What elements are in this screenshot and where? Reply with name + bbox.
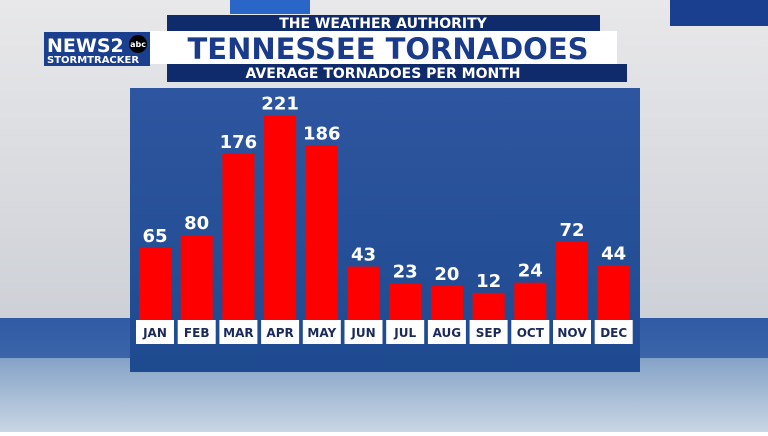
title-box bbox=[150, 31, 617, 64]
header-bar bbox=[167, 15, 600, 32]
x-label-box bbox=[553, 320, 591, 344]
x-tick-label: APR bbox=[266, 326, 293, 340]
x-tick-label: AUG bbox=[433, 326, 462, 340]
logo-network: abc bbox=[130, 40, 146, 49]
x-tick-label: JUL bbox=[393, 326, 416, 340]
bar bbox=[430, 286, 463, 320]
x-tick-label: OCT bbox=[517, 326, 545, 340]
bar bbox=[139, 247, 171, 320]
x-tick-label: SEP bbox=[476, 326, 502, 340]
data-label: 80 bbox=[184, 213, 209, 234]
x-label-box bbox=[594, 320, 633, 344]
data-label: 23 bbox=[393, 262, 418, 283]
supertitle: THE WEATHER AUTHORITY bbox=[279, 16, 487, 32]
x-label-box bbox=[219, 320, 258, 344]
subtitle-bar bbox=[167, 64, 627, 82]
data-label: 176 bbox=[220, 132, 258, 153]
logo-tagline: STORMTRACKER bbox=[47, 55, 139, 66]
data-label: 186 bbox=[303, 123, 341, 144]
chart-title: TENNESSEE TORNADOES bbox=[187, 32, 588, 66]
logo-name: NEWS2 bbox=[47, 35, 124, 57]
bar bbox=[389, 283, 422, 320]
x-tick-label: NOV bbox=[557, 326, 587, 340]
x-tick-label: FEB bbox=[184, 326, 210, 340]
x-tick-label: MAY bbox=[307, 326, 336, 340]
bar bbox=[347, 266, 380, 320]
x-label-box bbox=[302, 320, 341, 344]
data-label: 20 bbox=[434, 264, 459, 285]
x-label-box bbox=[511, 320, 550, 344]
data-label: 72 bbox=[559, 220, 584, 241]
data-label: 24 bbox=[518, 261, 543, 282]
x-label-box bbox=[427, 320, 466, 344]
data-label: 43 bbox=[351, 245, 376, 266]
x-label-box bbox=[261, 320, 300, 344]
bar bbox=[514, 282, 547, 320]
accent bbox=[230, 0, 310, 14]
x-tick-label: JUN bbox=[350, 326, 375, 340]
x-tick-label: DEC bbox=[600, 326, 627, 340]
data-label: 44 bbox=[601, 244, 626, 265]
subtitle: AVERAGE TORNADOES PER MONTH bbox=[246, 66, 521, 82]
logo-network-circle bbox=[129, 35, 147, 53]
x-label-box bbox=[469, 320, 508, 344]
data-label: 221 bbox=[261, 94, 299, 115]
bar bbox=[305, 145, 338, 320]
x-label-box bbox=[136, 320, 174, 344]
x-label-box bbox=[386, 320, 425, 344]
bar bbox=[472, 292, 505, 320]
bar bbox=[264, 115, 297, 320]
data-label: 12 bbox=[476, 271, 501, 292]
bar bbox=[222, 153, 255, 320]
data-label: 65 bbox=[142, 226, 167, 247]
x-label-box bbox=[344, 320, 383, 344]
bar bbox=[180, 235, 213, 320]
x-tick-label: JAN bbox=[142, 326, 167, 340]
x-label-box bbox=[177, 320, 216, 344]
bar bbox=[597, 265, 630, 320]
accent bbox=[670, 0, 768, 26]
bar bbox=[556, 241, 588, 320]
x-tick-label: MAR bbox=[223, 326, 253, 340]
